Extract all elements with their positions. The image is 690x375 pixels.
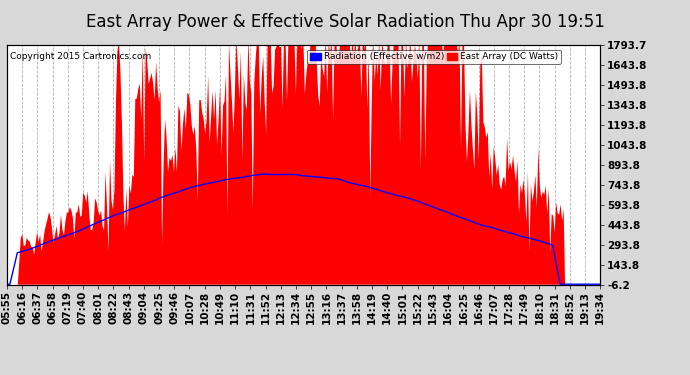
Text: Copyright 2015 Cartronics.com: Copyright 2015 Cartronics.com: [10, 52, 151, 61]
Text: East Array Power & Effective Solar Radiation Thu Apr 30 19:51: East Array Power & Effective Solar Radia…: [86, 13, 604, 31]
Legend: Radiation (Effective w/m2), East Array (DC Watts): Radiation (Effective w/m2), East Array (…: [307, 50, 561, 64]
